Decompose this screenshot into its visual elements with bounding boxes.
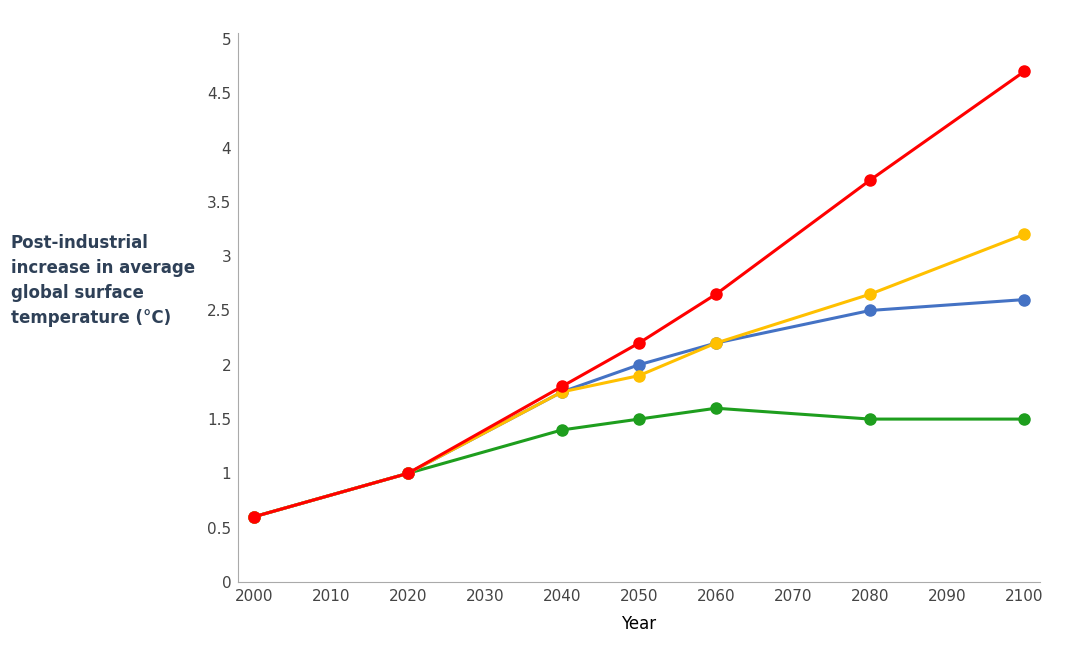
- Increasing emissions with climate feedbacks: [632, 339, 645, 347]
- Increasing emissions with climate feedbacks: [1018, 68, 1031, 76]
- Near Net Zero by 2100: [632, 361, 645, 369]
- Continued increasing GHG emissions: [632, 371, 645, 379]
- Net Zero by 2050: [247, 513, 260, 521]
- Net Zero by 2050: [863, 415, 876, 423]
- Near Net Zero by 2100: [1018, 296, 1031, 304]
- Text: Post-industrial
increase in average
global surface
temperature (°C): Post-industrial increase in average glob…: [11, 234, 195, 328]
- Line: Near Net Zero by 2100: Near Net Zero by 2100: [248, 294, 1030, 522]
- X-axis label: Year: Year: [622, 615, 656, 633]
- Near Net Zero by 2100: [709, 339, 722, 347]
- Continued increasing GHG emissions: [1018, 230, 1031, 238]
- Continued increasing GHG emissions: [709, 339, 722, 347]
- Continued increasing GHG emissions: [247, 513, 260, 521]
- Continued increasing GHG emissions: [863, 290, 876, 298]
- Line: Increasing emissions with climate feedbacks: Increasing emissions with climate feedba…: [248, 66, 1030, 522]
- Net Zero by 2050: [1018, 415, 1031, 423]
- Line: Net Zero by 2050: Net Zero by 2050: [248, 403, 1030, 522]
- Increasing emissions with climate feedbacks: [556, 383, 569, 391]
- Increasing emissions with climate feedbacks: [402, 470, 415, 478]
- Continued increasing GHG emissions: [402, 470, 415, 478]
- Continued increasing GHG emissions: [556, 388, 569, 396]
- Near Net Zero by 2100: [247, 513, 260, 521]
- Line: Continued increasing GHG emissions: Continued increasing GHG emissions: [248, 229, 1030, 522]
- Near Net Zero by 2100: [402, 470, 415, 478]
- Increasing emissions with climate feedbacks: [863, 176, 876, 184]
- Net Zero by 2050: [402, 470, 415, 478]
- Increasing emissions with climate feedbacks: [709, 290, 722, 298]
- Net Zero by 2050: [632, 415, 645, 423]
- Increasing emissions with climate feedbacks: [247, 513, 260, 521]
- Near Net Zero by 2100: [556, 388, 569, 396]
- Net Zero by 2050: [556, 426, 569, 434]
- Near Net Zero by 2100: [863, 306, 876, 314]
- Net Zero by 2050: [709, 404, 722, 412]
